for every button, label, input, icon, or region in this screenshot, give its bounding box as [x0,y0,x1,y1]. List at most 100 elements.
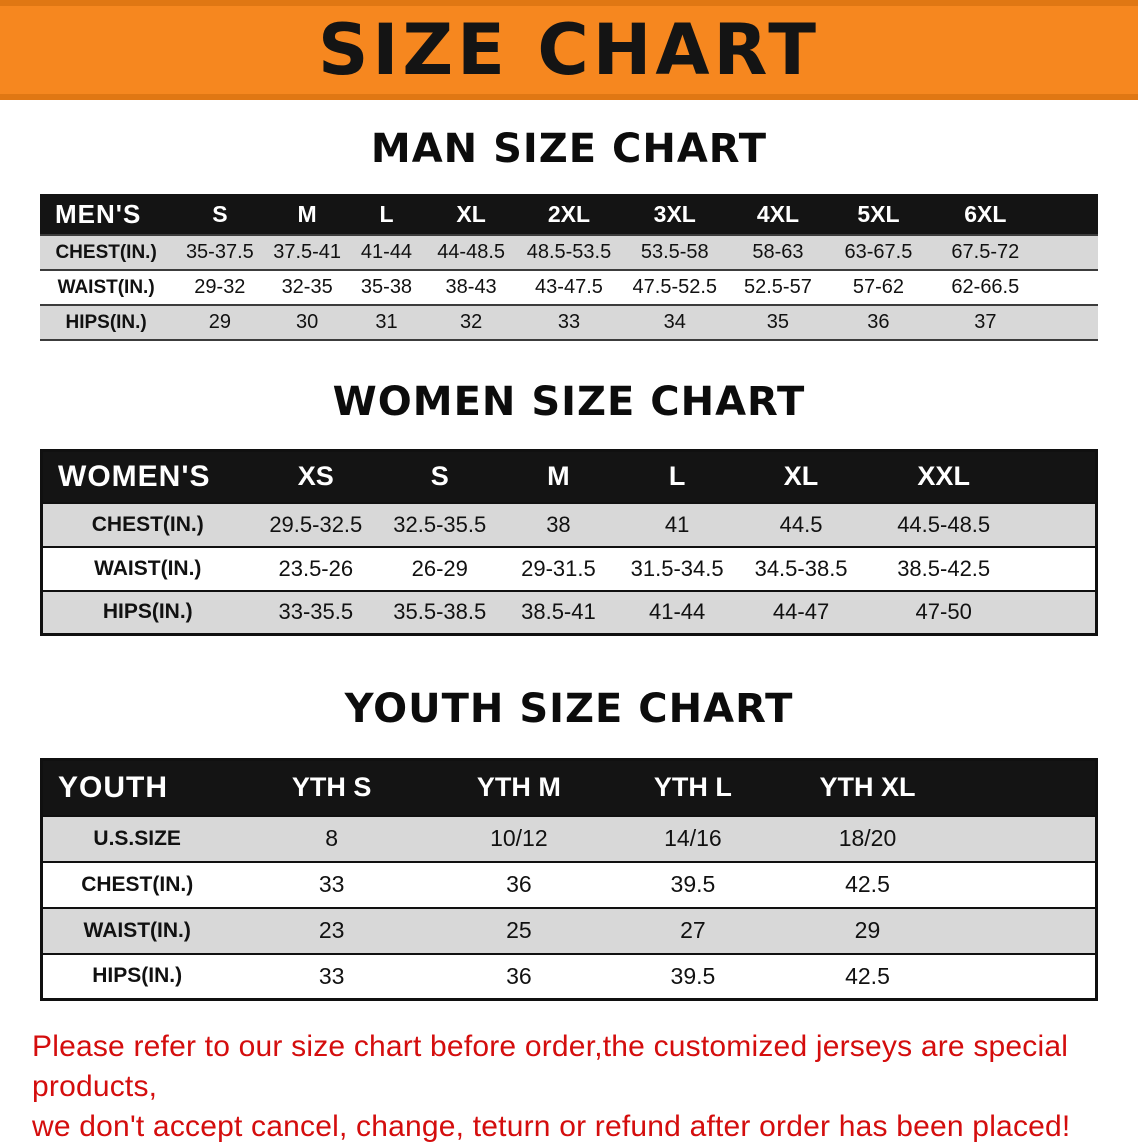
size-column-header: YTH S [231,759,432,816]
size-value-cell: 58-63 [752,241,804,263]
size-value-cell: 34 [663,311,686,333]
size-column-header: XS [252,450,380,503]
table-head: YOUTH YTH S YTH M YTH L YTH XL [41,759,1097,816]
size-value-cell: 30 [296,311,319,333]
disclaimer-line-2: we don't accept cancel, change, teturn o… [32,1110,1071,1143]
size-column-header: YTH M [431,759,606,816]
measurement-row: CHEST(IN.) 35-37.5 37.5-41 41-44 44-48.5 48.5… [40,235,1098,270]
size-column-header: XL [426,194,517,235]
size-value-cell: 37.5-41 [273,241,342,263]
size-value-cell: 63-67.5 [844,241,913,263]
size-value-cell: 8 [325,825,338,851]
row-label-cell: HIPS(IN.) [102,600,193,624]
table-head: WOMEN'S XS S M L XL XXL [41,450,1097,503]
size-value-cell: 32 [459,311,483,333]
youth-size-chart-heading: YOUTH SIZE CHART [344,686,794,732]
size-column-header: L [346,194,427,235]
youth-size-table: YOUTH YTH S YTH M YTH L YTH XL U.S.SIZE 8 10/12… [40,758,1098,1001]
size-value-cell: 41-44 [648,599,706,625]
size-value-cell: 62-66.5 [951,276,1020,298]
size-value-cell: 35 [766,311,790,333]
size-column-header: M [267,194,347,235]
size-value-cell: 36 [506,871,532,897]
row-label-cell: CHEST(IN.) [81,872,194,896]
women-size-chart-heading: WOMEN SIZE CHART [332,379,806,425]
size-value-cell: 38-43 [445,276,497,298]
size-value-cell: 42.5 [845,962,890,989]
size-value-cell: 41-44 [360,241,413,263]
size-value-cell: 37 [974,311,997,333]
size-value-cell: 35.5-38.5 [393,599,487,625]
size-value-cell: 33 [557,311,581,333]
size-value-cell: 23 [318,917,345,943]
youth-size-chart-section: YOUTH SIZE CHART YOUTH YTH S YTH M YTH L YTH… [0,686,1138,1001]
size-value-cell: 42.5 [845,871,890,897]
size-value-cell: 47.5-52.5 [632,276,718,298]
size-value-cell: 31 [375,311,398,333]
measurement-row: CHEST(IN.) 29.5-32.5 32.5-35.5 38 41 44.5 44.5… [41,502,1097,547]
size-value-cell: 32.5-35.5 [393,511,487,537]
measurement-row: CHEST(IN.) 33 36 39.5 42.5 [41,861,1097,908]
size-column-header: L [616,450,738,503]
size-value-cell: 35-37.5 [185,241,254,263]
table-body: U.S.SIZE 8 10/12 14/16 18/20 CHEST(IN.) 33 36 39… [41,815,1097,1000]
row-label-cell: U.S.SIZE [93,826,181,850]
header-row: WOMEN'S XS S M L XL XXL [41,450,1097,503]
row-label-cell: WAIST(IN.) [83,918,191,942]
men-size-chart-heading: MAN SIZE CHART [370,126,768,172]
size-value-cell: 44-47 [772,599,830,625]
banner: SIZE CHART [0,0,1138,100]
size-column-header: 2XL [516,194,622,235]
size-column-header: 5XL [828,194,929,235]
size-value-cell: 43-47.5 [535,276,603,298]
men-size-chart-section: MAN SIZE CHART MEN'S S M L XL 2XL 3XL 4XL 5XL 6XL… [0,126,1138,341]
size-value-cell: 32-35 [281,276,333,298]
measurement-row: WAIST(IN.) 29-32 32-35 35-38 38-43 43-47.5 47.… [40,270,1098,305]
size-column-header: S [172,194,268,235]
size-value-cell: 29-32 [194,276,246,298]
size-value-cell: 48.5-53.5 [526,241,612,263]
row-label-cell: WAIST(IN.) [57,276,155,298]
table-body: CHEST(IN.) 35-37.5 37.5-41 41-44 44-48.5 48.5… [40,235,1098,340]
size-value-cell: 47-50 [915,599,972,625]
row-label-cell: CHEST(IN.) [55,241,157,263]
size-value-cell: 18/20 [838,825,897,851]
size-value-cell: 67.5-72 [951,241,1020,263]
measurement-row: WAIST(IN.) 23.5-26 26-29 29-31.5 31.5-34.5 34… [41,546,1097,591]
measurement-row: HIPS(IN.) 33 36 39.5 42.5 [41,953,1097,1000]
measurement-row: HIPS(IN.) 29 30 31 32 33 34 35 36 37 [40,305,1098,340]
size-value-cell: 38.5-42.5 [897,555,991,581]
size-value-cell: 39.5 [670,962,716,989]
size-value-cell: 34.5-38.5 [754,555,848,581]
size-value-cell: 41 [664,511,690,537]
size-value-cell: 29.5-32.5 [269,511,363,537]
size-column-header: S [379,450,501,503]
measurement-row: WAIST(IN.) 23 25 27 29 [41,907,1097,954]
disclaimer-line-1: Please refer to our size chart before or… [32,1030,1069,1103]
size-value-cell: 44.5-48.5 [897,511,991,537]
size-value-cell: 31.5-34.5 [630,555,724,581]
size-column-header: 6XL [928,194,1098,235]
men-size-table: MEN'S S M L XL 2XL 3XL 4XL 5XL 6XL CHEST(IN.) 35-37… [40,194,1098,341]
size-value-cell: 53.5-58 [640,241,709,263]
size-value-cell: 36 [867,311,890,333]
size-column-header: M [500,450,617,503]
size-value-cell: 29 [854,917,881,943]
size-value-cell: 33 [318,962,345,989]
size-value-cell: 39.5 [670,871,716,897]
size-value-cell: 57-62 [852,276,904,298]
size-value-cell: 27 [680,917,706,943]
row-label-cell: HIPS(IN.) [65,311,147,333]
size-column-header: XXL [864,450,1097,503]
disclaimer: Please refer to our size chart before or… [32,1027,1110,1147]
size-value-cell: 33-35.5 [278,599,354,625]
size-value-cell: 23.5-26 [278,555,354,581]
size-value-cell: 38.5-41 [521,599,596,625]
women-size-chart-section: WOMEN SIZE CHART WOMEN'S XS S M L XL XXL CHEST(… [0,379,1138,636]
size-column-header: XL [737,450,865,503]
header-row: YOUTH YTH S YTH M YTH L YTH XL [41,759,1097,816]
table-title-cell: MEN'S [40,194,173,235]
size-column-header: YTH L [605,759,780,816]
size-value-cell: 44-48.5 [437,241,506,263]
